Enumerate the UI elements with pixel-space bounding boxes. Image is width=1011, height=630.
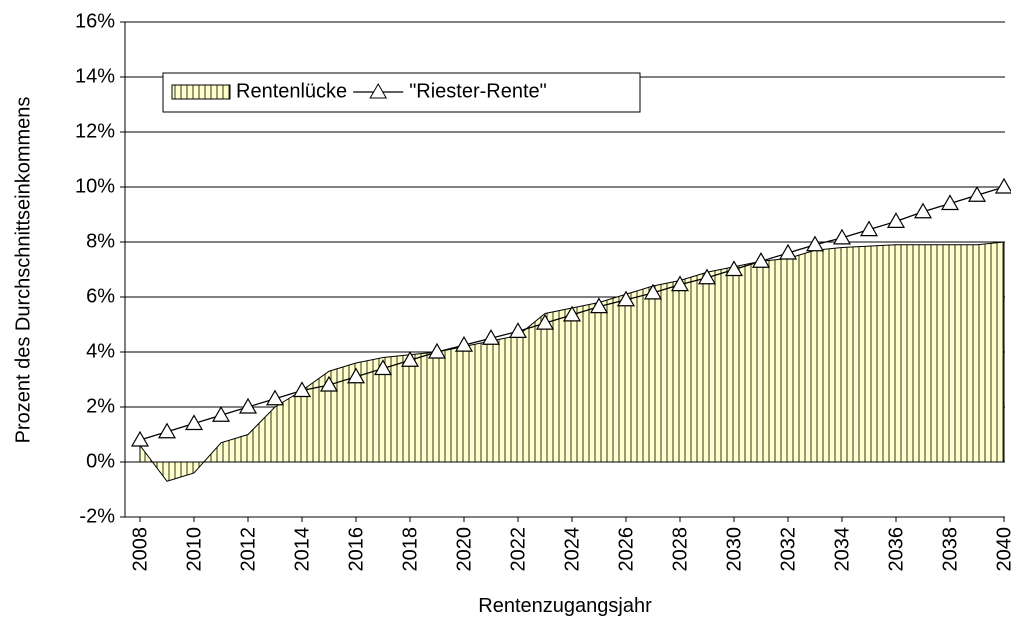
triangle-marker <box>724 260 744 277</box>
x-tick-label: 2026 <box>615 527 637 572</box>
triangle-marker <box>508 322 528 338</box>
y-tick-label: 14% <box>75 65 115 87</box>
x-tick-label: 2024 <box>561 527 583 572</box>
triangle-marker <box>886 212 906 228</box>
triangle-marker <box>319 375 339 392</box>
triangle-marker <box>589 297 609 314</box>
legend-marker <box>369 82 388 99</box>
y-tick-label: 6% <box>86 285 115 307</box>
triangle-marker <box>616 290 636 307</box>
triangle-marker <box>238 397 258 414</box>
triangle-marker <box>832 228 852 245</box>
y-tick-label: 8% <box>86 230 115 252</box>
x-tick-label: 2022 <box>507 527 529 572</box>
y-tick-label: 0% <box>86 450 115 472</box>
triangle-marker <box>373 359 393 376</box>
y-tick-label: 12% <box>75 120 115 142</box>
triangle-marker <box>778 243 798 260</box>
triangle-marker <box>859 220 879 237</box>
triangle-marker <box>427 342 447 359</box>
x-tick-label: 2010 <box>183 527 205 572</box>
triangle-marker <box>562 305 582 322</box>
triangle-marker <box>994 177 1011 194</box>
x-tick-label: 2036 <box>885 527 907 572</box>
area <box>139 241 1005 482</box>
x-tick-label: 2020 <box>453 527 475 572</box>
triangle-marker <box>157 422 177 439</box>
y-tick-label: -2% <box>79 505 115 527</box>
triangle-marker <box>346 367 366 384</box>
x-tick-label: 2034 <box>831 527 853 572</box>
triangle-marker <box>643 283 663 300</box>
x-tick-label: 2008 <box>129 527 151 572</box>
legend-label: "Riester-Rente" <box>409 80 547 102</box>
legend: Rentenlücke "Riester-Rente" <box>162 72 641 113</box>
triangle-marker <box>913 202 933 219</box>
x-tick-label: 2014 <box>291 527 313 572</box>
triangle-marker <box>130 430 150 447</box>
triangle-marker <box>211 406 231 422</box>
x-tick-label: 2030 <box>723 527 745 572</box>
triangle-marker <box>292 381 312 398</box>
x-tick-label: 2032 <box>777 527 799 572</box>
y-tick-label: 4% <box>86 340 115 362</box>
legend-swatch <box>171 84 231 100</box>
triangle-marker <box>454 335 474 352</box>
triangle-marker <box>481 329 501 345</box>
y-tick-label: 10% <box>75 175 115 197</box>
triangle-marker <box>805 235 825 252</box>
triangle-marker <box>697 268 717 285</box>
triangle-marker <box>184 414 204 431</box>
triangle-marker <box>265 389 285 406</box>
x-tick-label: 2018 <box>399 527 421 572</box>
triangle-marker <box>670 275 690 292</box>
x-tick-label: 2012 <box>237 527 259 572</box>
triangle-marker <box>967 186 987 202</box>
x-tick-label: 2038 <box>939 527 961 572</box>
x-tick-label: 2016 <box>345 527 367 572</box>
x-tick-label: 2040 <box>993 527 1011 572</box>
triangle-marker <box>751 252 771 268</box>
triangle-marker <box>400 351 420 367</box>
x-axis-title: Rentenzugangsjahr <box>478 595 652 617</box>
triangle-marker <box>940 194 960 211</box>
y-tick-label: 16% <box>75 10 115 32</box>
legend-label: Rentenlücke <box>236 80 347 102</box>
x-tick-label: 2028 <box>669 527 691 572</box>
y-axis-title: Prozent des Durchschnittseinkommens <box>12 97 34 444</box>
y-tick-label: 2% <box>86 395 115 417</box>
triangle-marker <box>535 313 555 330</box>
